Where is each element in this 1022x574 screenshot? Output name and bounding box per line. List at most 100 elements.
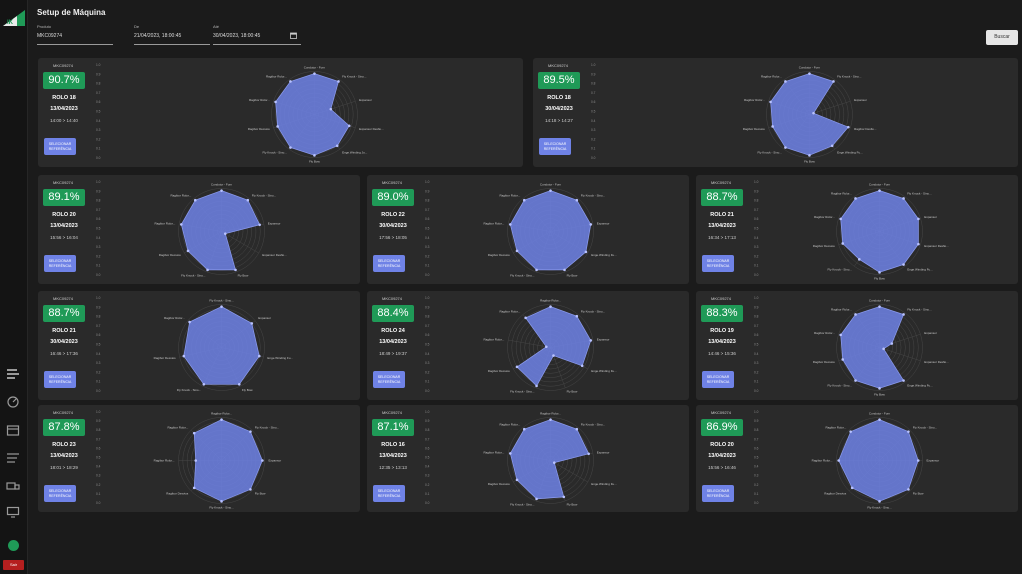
radar-point[interactable]: [180, 223, 183, 226]
radar-point[interactable]: [769, 100, 772, 104]
radar-point[interactable]: [830, 144, 834, 148]
radar-point[interactable]: [907, 488, 910, 491]
radar-point[interactable]: [841, 358, 845, 361]
radar-point[interactable]: [515, 249, 519, 253]
radar-point[interactable]: [589, 339, 593, 342]
radar-point[interactable]: [261, 459, 264, 462]
radar-point[interactable]: [575, 314, 579, 318]
select-reference-button[interactable]: SELECIONAR REFERÊNCIA: [44, 255, 76, 272]
radar-point[interactable]: [313, 72, 316, 75]
radar-point[interactable]: [246, 198, 250, 202]
radar-point[interactable]: [849, 430, 852, 433]
radar-point[interactable]: [206, 268, 209, 272]
from-date-field[interactable]: De 21/04/2023, 18:00:45: [134, 24, 210, 45]
to-date-input[interactable]: 30/04/2023, 18:00:45: [213, 33, 261, 39]
radar-point[interactable]: [515, 478, 519, 482]
radar-point[interactable]: [878, 387, 881, 390]
radar-point[interactable]: [808, 72, 811, 75]
select-reference-button[interactable]: SELECIONAR REFERÊNCIA: [44, 371, 76, 388]
radar-point[interactable]: [549, 189, 552, 192]
select-reference-button[interactable]: SELECIONAR REFERÊNCIA: [373, 485, 405, 502]
radar-point[interactable]: [917, 242, 920, 246]
radar-point[interactable]: [847, 125, 850, 129]
radar-point[interactable]: [220, 418, 223, 421]
product-input[interactable]: MKC09274: [37, 33, 63, 39]
radar-point[interactable]: [535, 268, 538, 272]
calendar-picker-icon[interactable]: [290, 32, 297, 39]
radar-point[interactable]: [575, 427, 579, 431]
radar-point[interactable]: [276, 125, 279, 128]
radar-point[interactable]: [535, 384, 538, 388]
radar-point[interactable]: [313, 154, 316, 157]
product-field[interactable]: Produto MKC09274: [37, 24, 113, 45]
radar-point[interactable]: [545, 345, 548, 349]
radar-point[interactable]: [220, 500, 223, 503]
radar-point[interactable]: [916, 459, 920, 462]
radar-point[interactable]: [329, 107, 333, 111]
radar-point[interactable]: [522, 198, 526, 202]
select-reference-button[interactable]: SELECIONAR REFERÊNCIA: [44, 138, 76, 155]
radar-point[interactable]: [249, 488, 252, 491]
select-reference-button[interactable]: SELECIONAR REFERÊNCIA: [373, 371, 405, 388]
select-reference-button[interactable]: SELECIONAR REFERÊNCIA: [702, 485, 734, 502]
radar-point[interactable]: [249, 430, 252, 433]
radar-point[interactable]: [193, 198, 197, 202]
radar-point[interactable]: [192, 431, 196, 435]
radar-point[interactable]: [902, 313, 905, 316]
radar-point[interactable]: [878, 500, 881, 503]
radar-point[interactable]: [223, 232, 227, 235]
radar-point[interactable]: [524, 316, 527, 320]
radar-point[interactable]: [878, 271, 881, 274]
radar-point[interactable]: [194, 459, 198, 462]
radar-point[interactable]: [220, 305, 223, 308]
radar-point[interactable]: [890, 342, 894, 345]
radar-point[interactable]: [562, 495, 566, 499]
radar-point[interactable]: [552, 354, 555, 357]
radar-point[interactable]: [882, 347, 885, 351]
radar-point[interactable]: [549, 418, 552, 421]
radar-point[interactable]: [878, 418, 881, 421]
radar-point[interactable]: [182, 354, 186, 358]
radar-point[interactable]: [549, 305, 552, 308]
radar-point[interactable]: [902, 263, 905, 266]
radar-point[interactable]: [589, 223, 593, 226]
select-reference-button[interactable]: SELECIONAR REFERÊNCIA: [44, 485, 76, 502]
radar-point[interactable]: [841, 242, 845, 245]
radar-point[interactable]: [584, 250, 588, 254]
calendar-icon[interactable]: [6, 424, 20, 436]
radar-point[interactable]: [839, 217, 842, 221]
radar-point[interactable]: [808, 154, 811, 157]
radar-point[interactable]: [335, 144, 339, 148]
radar-point[interactable]: [839, 333, 842, 337]
radar-point[interactable]: [854, 197, 857, 200]
radar-point[interactable]: [563, 268, 566, 272]
radar-point[interactable]: [832, 80, 835, 83]
radar-point[interactable]: [237, 383, 241, 386]
radar-point[interactable]: [515, 365, 519, 369]
radar-point[interactable]: [784, 146, 787, 149]
radar-point[interactable]: [234, 268, 237, 272]
monitor-icon[interactable]: [6, 506, 20, 518]
radar-point[interactable]: [580, 364, 584, 368]
select-reference-button[interactable]: SELECIONAR REFERÊNCIA: [702, 255, 734, 272]
radar-point[interactable]: [771, 125, 774, 128]
radar-point[interactable]: [192, 486, 196, 490]
radar-point[interactable]: [337, 80, 340, 83]
radar-point[interactable]: [289, 80, 292, 83]
radar-point[interactable]: [575, 198, 579, 202]
radar-point[interactable]: [858, 258, 861, 261]
truck-icon[interactable]: [6, 480, 20, 492]
select-reference-button[interactable]: SELECIONAR REFERÊNCIA: [539, 138, 571, 155]
radar-point[interactable]: [274, 100, 277, 104]
radar-point[interactable]: [552, 461, 556, 464]
radar-point[interactable]: [917, 217, 920, 221]
radar-point[interactable]: [347, 124, 351, 128]
radar-point[interactable]: [522, 427, 526, 431]
radar-point[interactable]: [250, 322, 254, 325]
status-indicator-button[interactable]: [8, 540, 19, 551]
exit-button[interactable]: Sair: [3, 560, 24, 570]
from-date-input[interactable]: 21/04/2023, 18:00:45: [134, 33, 182, 39]
radar-point[interactable]: [812, 111, 815, 115]
radar-point[interactable]: [535, 497, 538, 501]
radar-point[interactable]: [188, 320, 191, 324]
